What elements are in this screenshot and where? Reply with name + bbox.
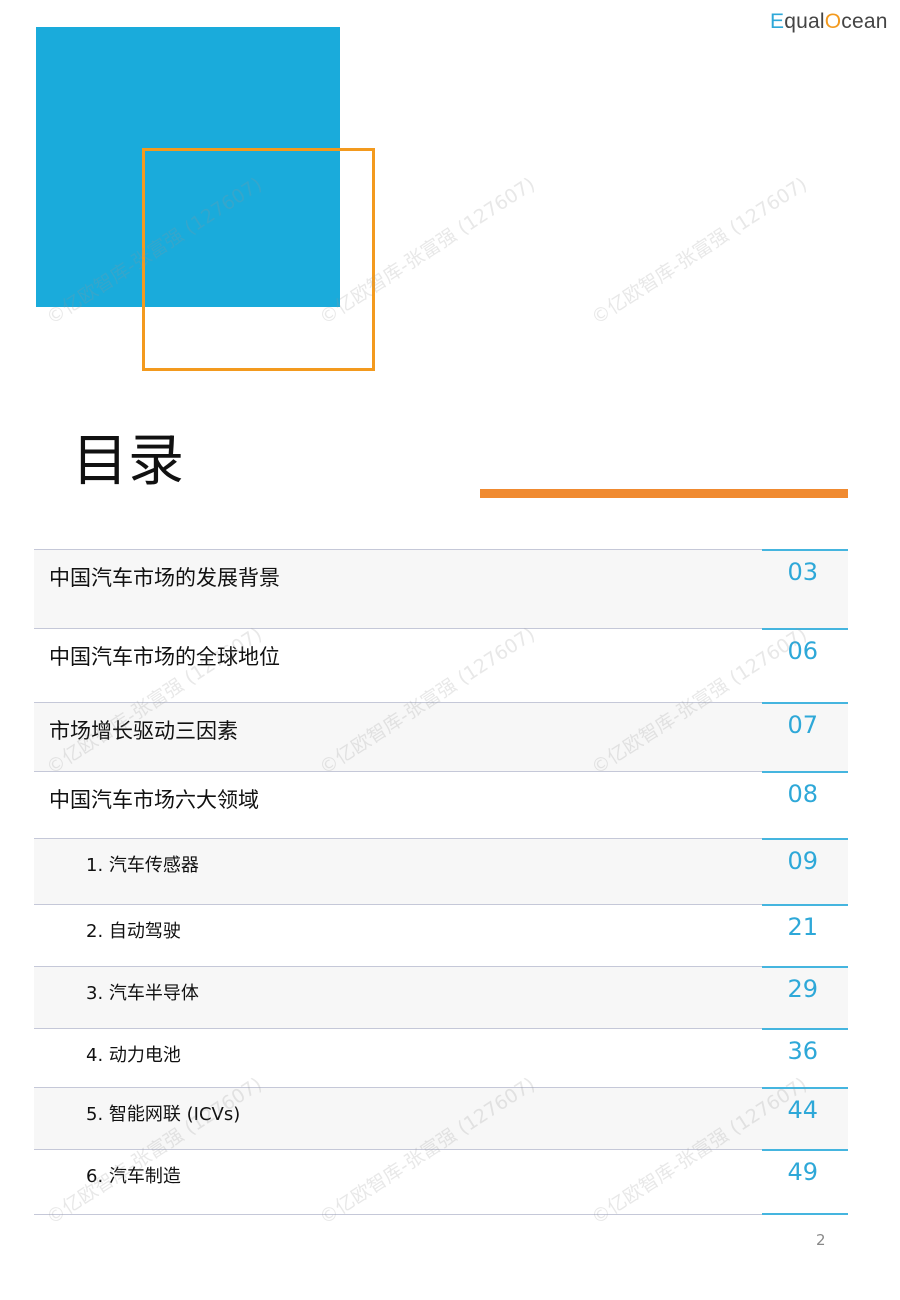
toc-item[interactable]: 中国汽车市场的全球地位 06 xyxy=(34,628,848,703)
toc-item[interactable]: 1. 汽车传感器 09 xyxy=(34,838,848,905)
page-accent-line xyxy=(762,1149,848,1151)
toc-item[interactable]: 2. 自动驾驶 21 xyxy=(34,904,848,967)
toc-item-label: 中国汽车市场六大领域 xyxy=(49,788,259,812)
toc-item[interactable]: 中国汽车市场的发展背景 03 xyxy=(34,549,848,629)
toc-item-page: 49 xyxy=(787,1158,818,1186)
toc-item-label: 6. 汽车制造 xyxy=(86,1166,181,1187)
toc-item-page: 44 xyxy=(787,1096,818,1124)
watermark: ©亿欧智库-张富强 (127607) xyxy=(587,173,812,330)
toc-item-label: 中国汽车市场的全球地位 xyxy=(49,645,280,669)
toc-item-page: 21 xyxy=(787,913,818,941)
toc-item[interactable]: 中国汽车市场六大领域 08 xyxy=(34,771,848,839)
toc-item-page: 09 xyxy=(787,847,818,875)
divider xyxy=(34,1214,848,1215)
toc-item[interactable]: 5. 智能网联 (ICVs) 44 xyxy=(34,1087,848,1150)
toc-item-label: 5. 智能网联 (ICVs) xyxy=(86,1104,241,1125)
page-accent-line xyxy=(762,771,848,773)
toc-item-label: 中国汽车市场的发展背景 xyxy=(49,566,280,590)
divider-accent xyxy=(762,1213,848,1215)
decorative-orange-frame xyxy=(142,148,375,371)
page-accent-line xyxy=(762,1087,848,1089)
toc-item-label: 1. 汽车传感器 xyxy=(86,855,199,876)
title-accent-bar xyxy=(480,489,848,498)
toc-item[interactable]: 3. 汽车半导体 29 xyxy=(34,966,848,1029)
toc-item-page: 03 xyxy=(787,558,818,586)
toc-item-label: 4. 动力电池 xyxy=(86,1045,181,1066)
equalocean-logo: EqualOcean xyxy=(770,10,888,33)
toc-item-page: 29 xyxy=(787,975,818,1003)
toc-item-page: 07 xyxy=(787,711,818,739)
page-accent-line xyxy=(762,1028,848,1030)
page-accent-line xyxy=(762,838,848,840)
toc-item-label: 2. 自动驾驶 xyxy=(86,921,181,942)
page-accent-line xyxy=(762,628,848,630)
toc-item-label: 市场增长驱动三因素 xyxy=(49,719,238,743)
page-accent-line xyxy=(762,702,848,704)
toc-item-page: 08 xyxy=(787,780,818,808)
page-accent-line xyxy=(762,549,848,551)
toc-item[interactable]: 4. 动力电池 36 xyxy=(34,1028,848,1088)
page-accent-line xyxy=(762,904,848,906)
toc-item-page: 06 xyxy=(787,637,818,665)
page-title: 目录 xyxy=(72,429,184,494)
page-number: 2 xyxy=(816,1231,826,1249)
toc-item-label: 3. 汽车半导体 xyxy=(86,983,199,1004)
toc-item-page: 36 xyxy=(787,1037,818,1065)
toc-item[interactable]: 市场增长驱动三因素 07 xyxy=(34,702,848,772)
page-accent-line xyxy=(762,966,848,968)
toc-item[interactable]: 6. 汽车制造 49 xyxy=(34,1149,848,1215)
decorative-blue-square xyxy=(36,27,340,307)
